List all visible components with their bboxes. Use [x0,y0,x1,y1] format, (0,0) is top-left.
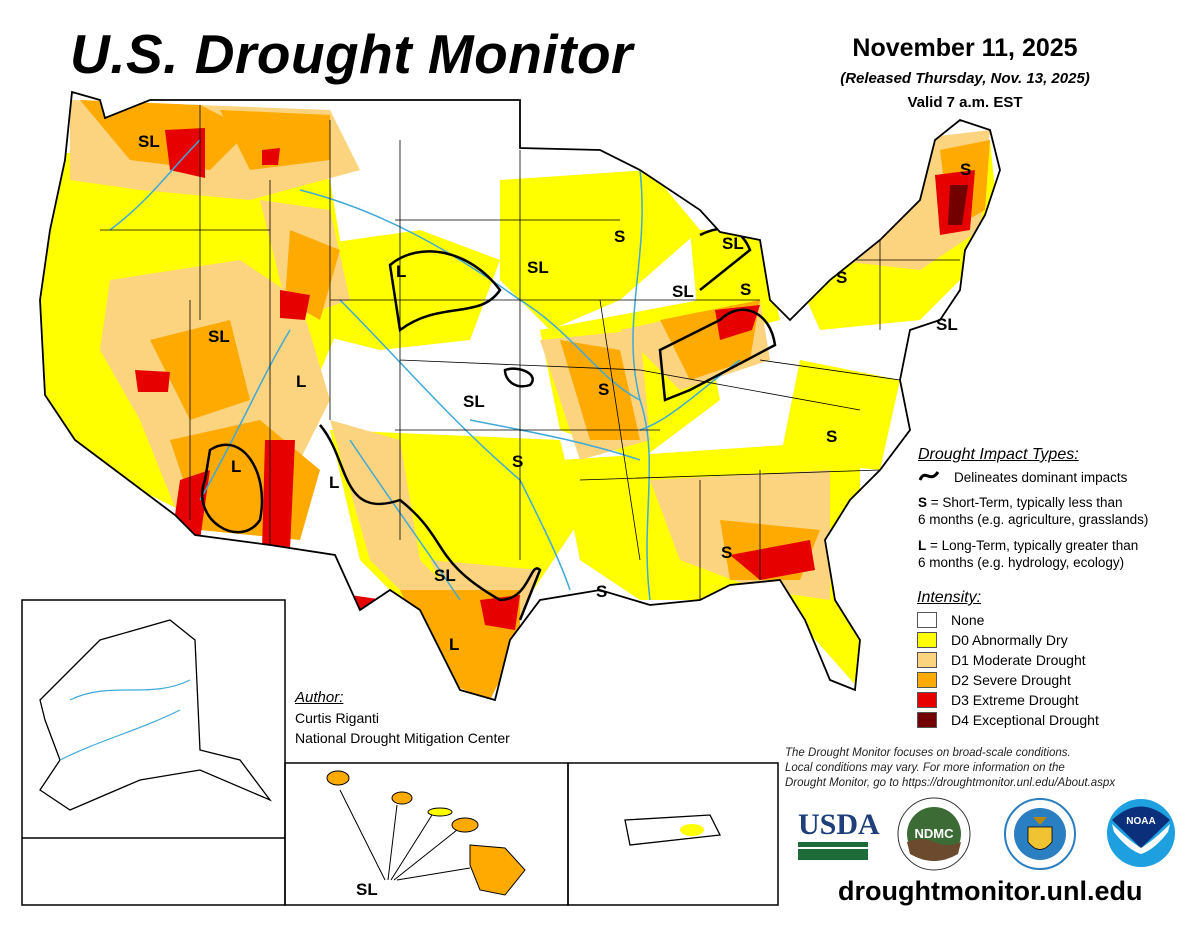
impact-label: SL [356,880,378,899]
impact-label: SL [138,132,160,151]
legend-none: None [917,610,1197,630]
valid-time: Valid 7 a.m. EST [907,94,1023,111]
commerce-logo [1004,798,1076,870]
short-text: = Short-Term, typically less than [930,495,1123,510]
impact-label: SL [208,327,230,346]
impact-label: SL [463,392,485,411]
alaska-inset [21,599,286,906]
legend-label: D0 Abnormally Dry [951,632,1068,648]
svg-text:NOAA: NOAA [1126,816,1155,827]
impact-label: S [614,227,626,246]
legend-d3: D3 Extreme Drought [917,690,1197,710]
short-key: S [918,495,928,510]
intensity-legend: Intensity: None D0 Abnormally Dry D1 Mod… [917,589,1197,730]
legend-d2: D2 Severe Drought [917,670,1197,690]
legend-label: None [951,612,985,628]
author-block: Author: Curtis Riganti National Drought … [295,688,510,748]
legend-label: D3 Extreme Drought [951,692,1079,708]
impact-types-legend: Drought Impact Types: Delineates dominan… [918,446,1198,571]
impact-label: L [396,262,407,281]
note-line: Drought Monitor, go to https://droughtmo… [785,777,1116,789]
legend-label: D1 Moderate Drought [951,652,1086,668]
long-text-2: 6 months (e.g. hydrology, ecology) [918,555,1125,570]
puerto-rico-shape [624,814,721,846]
legend-d1: D1 Moderate Drought [917,650,1197,670]
impact-label: S [740,280,752,299]
squiggle-icon [918,471,940,481]
swatch-d2 [917,672,937,688]
impact-label: S [721,543,733,562]
hawaii-islands [326,770,526,896]
swatch-none [917,612,937,628]
impact-label: L [329,473,340,492]
author-org: National Drought Mitigation Center [295,730,510,746]
legend-d4: D4 Exceptional Drought [917,710,1197,730]
legend-label: D2 Severe Drought [951,672,1071,688]
legend-d0: D0 Abnormally Dry [917,630,1197,650]
noaa-logo: NOAA [1107,799,1175,867]
author-heading: Author: [295,689,344,706]
impact-label: S [512,452,524,471]
puerto-rico-inset [567,762,779,906]
disclaimer-note: The Drought Monitor focuses on broad-sca… [785,746,1115,791]
impact-label: SL [936,315,958,334]
website-url[interactable]: droughtmonitor.unl.edu [838,876,1143,906]
impact-label: L [231,457,242,476]
swatch-d4 [917,712,937,728]
impact-label: L [296,372,307,391]
impact-label: S [598,380,610,399]
state-boundaries [100,105,960,600]
swatch-d3 [917,692,937,708]
impact-boundaries [201,227,777,621]
note-line: The Drought Monitor focuses on broad-sca… [785,747,1071,759]
intensity-heading: Intensity: [917,589,982,606]
svg-text:NDMC: NDMC [915,826,955,841]
swatch-d1 [917,652,937,668]
d4-areas [948,185,968,225]
release-date: (Released Thursday, Nov. 13, 2025) [840,70,1090,87]
impact-label: SL [722,234,744,253]
map-date: November 11, 2025 [852,34,1078,62]
impact-types-heading: Drought Impact Types: [918,446,1079,463]
long-text: = Long-Term, typically greater than [930,538,1139,553]
ndmc-logo: NDMC [897,797,971,871]
short-text-2: 6 months (e.g. agriculture, grasslands) [918,512,1149,527]
alaska-shape [39,619,272,811]
impact-label: S [960,160,972,179]
impact-label: SL [672,282,694,301]
impact-label: S [836,268,848,287]
long-key: L [918,538,927,553]
legend-label: D4 Exceptional Drought [951,712,1099,728]
rivers [109,139,741,601]
impact-label: SL [434,566,456,585]
impact-label: S [596,582,608,601]
impact-label: SL [527,258,549,277]
impact-label: L [449,635,460,654]
swatch-d0 [917,632,937,648]
usda-logo: USDA [798,810,880,862]
delineates-text: Delineates dominant impacts [954,470,1128,485]
map-title: U.S. Drought Monitor [70,23,633,85]
author-name: Curtis Riganti [295,710,380,726]
hawaii-inset [284,762,569,906]
impact-label: S [826,427,838,446]
note-line: Local conditions may vary. For more info… [785,762,1065,774]
